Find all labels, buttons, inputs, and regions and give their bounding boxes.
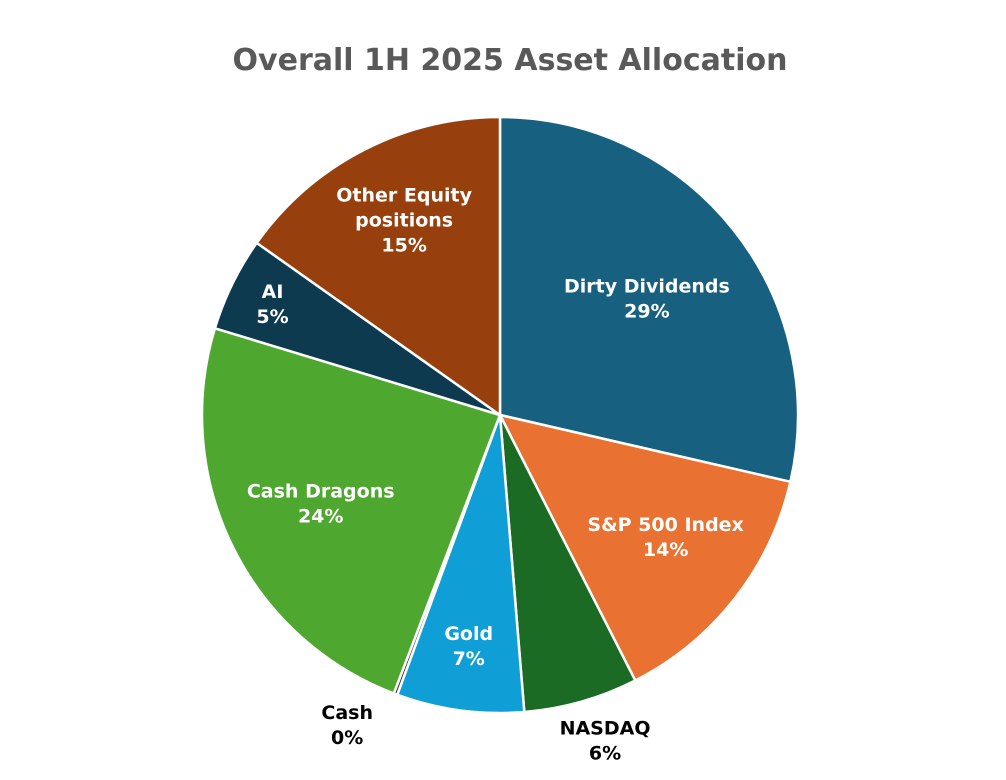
pie-slice-s-p-500-index bbox=[498, 413, 792, 682]
pie-slice-gold bbox=[396, 413, 526, 715]
pie-label-s-p-500-index: S&P 500 Index 14% bbox=[587, 514, 743, 561]
pie-slice-cash-dragons bbox=[200, 327, 502, 695]
pie-slices bbox=[200, 115, 800, 715]
pie-label-cash-dragons: Cash Dragons 24% bbox=[247, 480, 395, 527]
pie-label-dirty-dividends: Dirty Dividends 29% bbox=[564, 276, 730, 323]
chart-title: Overall 1H 2025 Asset Allocation bbox=[233, 43, 788, 78]
pie-label-cash: Cash 0% bbox=[321, 702, 373, 749]
pie-label-nasdaq: NASDAQ 6% bbox=[560, 717, 651, 764]
pie-label-ai: AI 5% bbox=[256, 281, 288, 328]
pie-label-other-equity-positions: Other Equity positions 15% bbox=[336, 185, 472, 257]
pie-labels: Dirty Dividends 29% S&P 500 Index 14% NASDAQ… bbox=[247, 185, 744, 765]
pie-slice-nasdaq bbox=[498, 413, 637, 714]
pie-slice-dirty-dividends bbox=[498, 115, 800, 484]
pie-slice-other-equity-positions bbox=[255, 115, 502, 417]
pie-label-gold: Gold 7% bbox=[444, 623, 493, 670]
